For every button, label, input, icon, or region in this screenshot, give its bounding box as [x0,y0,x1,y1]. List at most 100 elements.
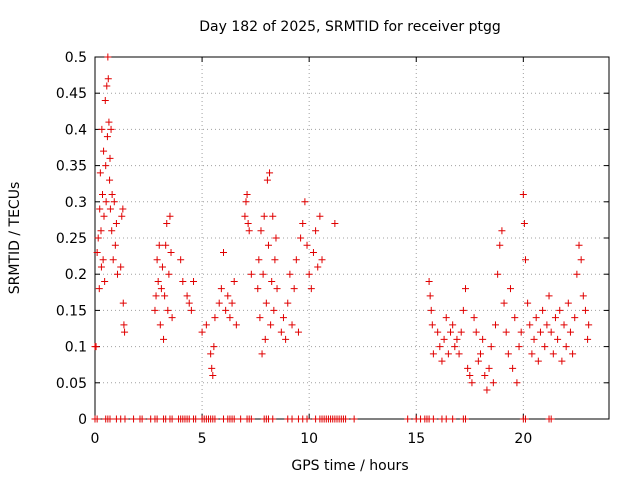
data-point-zero [121,415,129,423]
data-point [284,299,292,307]
data-point [217,285,225,293]
data-point [264,241,272,249]
data-point [584,335,592,343]
data-point [102,162,110,170]
data-point [483,386,491,394]
axis-ticks: 0 0.05 0.1 0.15 0.2 0.25 0.3 0.35 0.4 0.45 0.5 0 5 10… [56,50,609,447]
data-point [472,328,480,336]
data-point [288,321,296,329]
data-point [119,299,127,307]
data-points [91,53,593,423]
data-point [468,379,476,387]
data-point [267,321,275,329]
data-point [436,343,444,351]
data-point [156,321,164,329]
data-point [573,270,581,278]
data-point [539,306,547,314]
data-point [457,328,465,336]
data-point [309,248,317,256]
data-point [108,227,116,235]
data-point [260,212,268,220]
data-point [202,321,210,329]
data-point [121,328,129,336]
data-point [179,277,187,285]
data-point [453,335,461,343]
data-point [299,220,307,228]
data-point [109,256,117,264]
data-point [164,306,172,314]
x-tick-label: 10 [300,431,318,447]
data-point [272,234,280,242]
data-point [477,350,484,358]
data-point [255,256,263,264]
data-point [168,314,176,322]
data-point [331,220,339,228]
data-point [96,169,104,177]
data-point [222,306,230,314]
data-point [93,248,101,256]
data-point [541,343,549,351]
data-point [161,292,169,300]
data-point [198,328,206,336]
data-point [524,299,532,307]
data-point [558,357,566,365]
data-point [259,270,267,278]
data-point [110,198,118,206]
data-point [257,227,265,235]
data-point [520,220,528,228]
data-point [498,227,506,235]
data-point-zero [404,415,412,423]
data-point [105,118,113,126]
data-point [241,212,249,220]
data-point-zero [288,415,296,423]
data-point [464,364,472,372]
data-point [462,285,470,293]
data-point [104,75,112,83]
data-point [242,198,250,206]
data-point [101,96,109,104]
data-point [102,198,110,206]
data-point [577,256,585,264]
data-point [318,256,326,264]
data-point [226,314,234,322]
data-point [266,169,274,177]
data-point [119,205,127,213]
data-point-zero [192,415,200,423]
data-point [185,299,193,307]
data-point [160,335,168,343]
data-point [155,241,163,249]
data-point-zero [211,415,219,423]
data-point [545,292,553,300]
data-point [521,256,529,264]
x-tick-label: 15 [407,431,425,447]
data-point [509,364,517,372]
data-point [312,227,320,235]
data-point [487,343,495,351]
data-point [207,350,215,358]
data-point [451,343,459,351]
data-point [536,328,544,336]
data-point [108,191,116,199]
data-point [106,205,114,213]
data-point [177,256,185,264]
data-point [263,176,271,184]
data-point-zero [168,415,176,423]
data-point [286,270,294,278]
data-point [154,277,162,285]
data-point [294,328,302,336]
data-point [101,277,109,285]
data-point [256,314,264,322]
data-point [95,285,103,293]
data-point [426,292,434,300]
data-point [479,335,487,343]
data-point [117,263,125,271]
data-point [113,270,121,278]
data-point [314,263,322,271]
y-tick-label: 0.2 [65,267,87,283]
data-point [303,241,311,249]
data-point [425,277,433,285]
y-tick-label: 0.25 [56,231,87,247]
data-point [301,198,309,206]
data-point [575,241,583,249]
data-point [151,306,159,314]
